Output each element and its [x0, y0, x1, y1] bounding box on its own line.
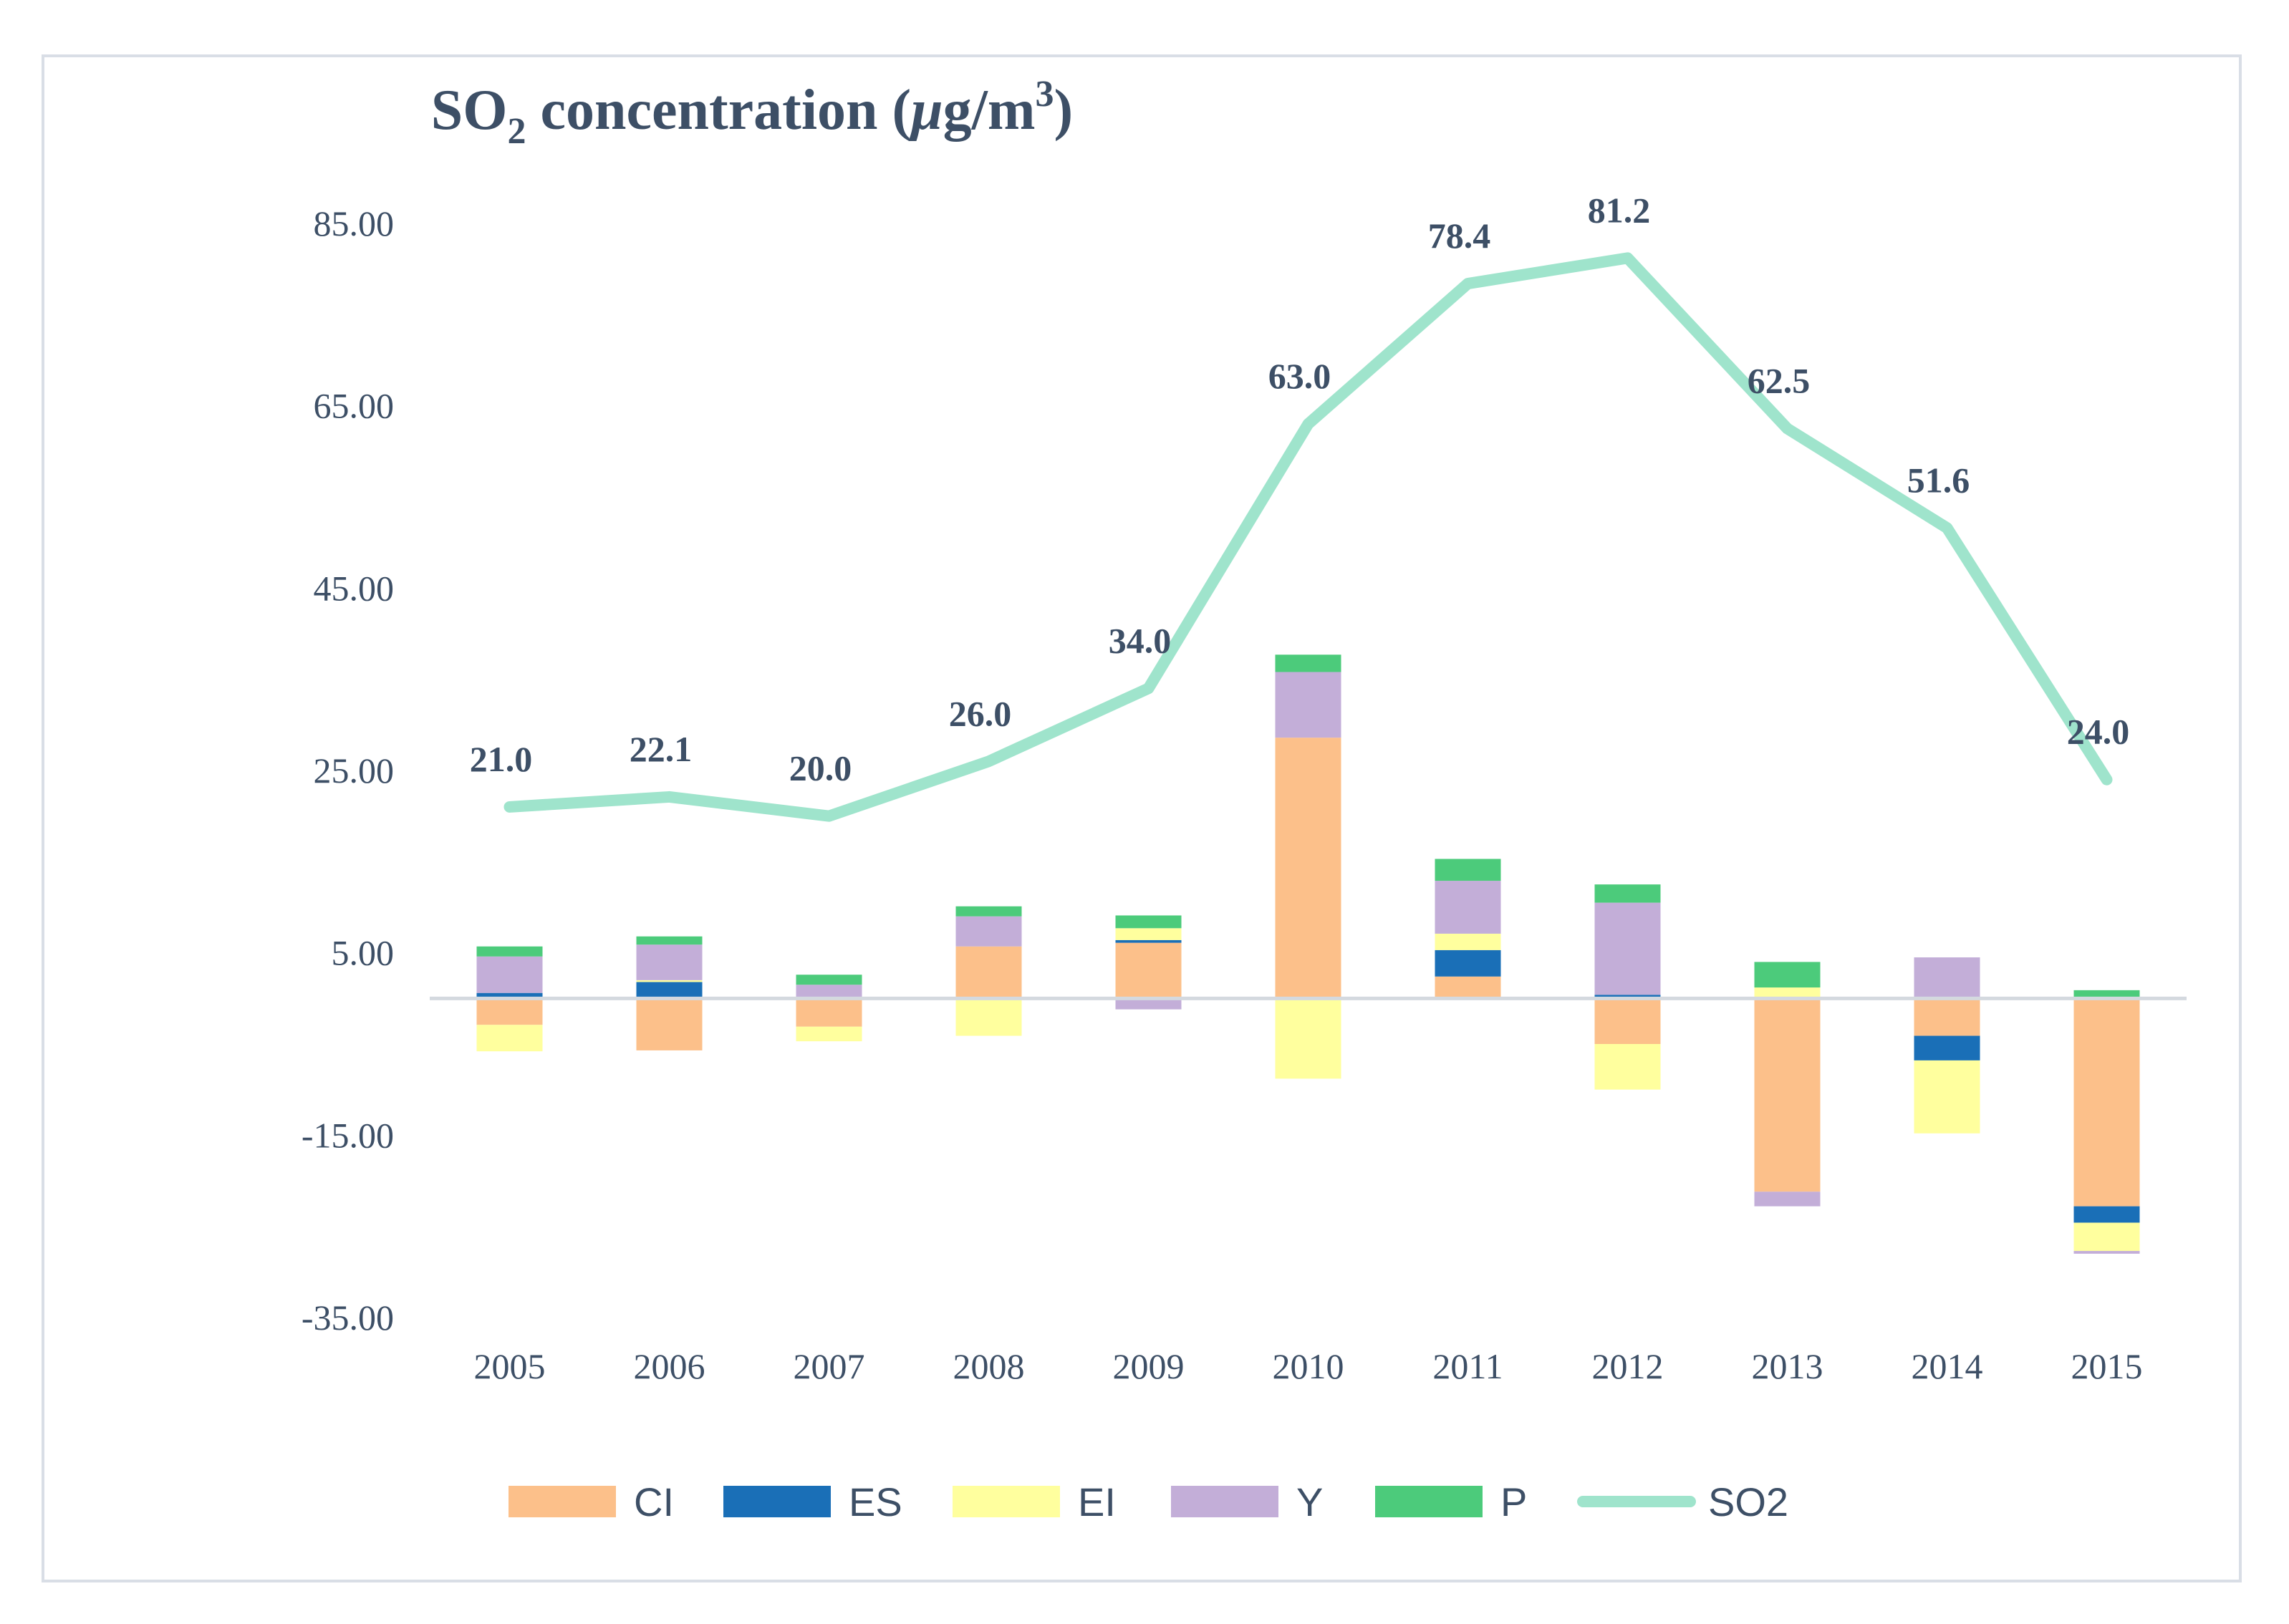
so2-label-2012: 81.2 — [1588, 190, 1651, 230]
y-tick-label: 45.00 — [314, 568, 395, 608]
legend: CI ES EI Y P SO2 — [509, 1479, 1788, 1524]
x-tick-label: 2009 — [1113, 1346, 1185, 1386]
bar-ci-2010 — [1275, 738, 1341, 999]
legend-label-ei: EI — [1078, 1479, 1116, 1524]
chart-title: SO2 concentration (μg/m3) — [431, 74, 1073, 152]
bar-ei-2009 — [1115, 928, 1182, 940]
bar-ei-2012 — [1594, 1044, 1661, 1090]
x-axis-ticks: 2005 2006 2007 2008 2009 2010 2011 2012 2013 2014… — [474, 1346, 2143, 1386]
x-tick-label: 2006 — [634, 1346, 705, 1386]
legend-swatch-y — [1171, 1486, 1278, 1517]
bar-y-2005 — [476, 956, 543, 993]
so2-label-2005: 21.0 — [470, 739, 533, 779]
x-tick-label: 2011 — [1432, 1346, 1503, 1386]
bar-ci-2012 — [1594, 998, 1661, 1044]
bar-ei-2013 — [1754, 987, 1821, 999]
bar-es-2005 — [476, 992, 543, 999]
bar-p-2009 — [1115, 915, 1182, 929]
so2-label-2010: 63.0 — [1268, 356, 1331, 396]
so2-label-2008: 26.0 — [949, 693, 1012, 733]
bar-ei-2008 — [955, 998, 1022, 1036]
bar-ci-2013 — [1754, 998, 1821, 1192]
bar-y-2009 — [1115, 998, 1182, 1010]
x-tick-label: 2010 — [1273, 1346, 1344, 1386]
stacked-bars — [476, 654, 2140, 1254]
so2-label-2015: 24.0 — [2067, 712, 2130, 752]
bar-ei-2010 — [1275, 998, 1341, 1079]
bar-ei-2005 — [476, 1025, 543, 1052]
bar-es-2015 — [2073, 1206, 2140, 1223]
bar-ci-2011 — [1435, 976, 1501, 999]
legend-swatch-ei — [953, 1486, 1060, 1517]
x-tick-label: 2015 — [2071, 1346, 2143, 1386]
x-tick-label: 2014 — [1912, 1346, 1983, 1386]
x-tick-label: 2007 — [794, 1346, 865, 1386]
x-tick-label: 2008 — [953, 1346, 1025, 1386]
bar-ci-2008 — [955, 946, 1022, 999]
bar-es-2014 — [1914, 1035, 1980, 1060]
legend-label-p: P — [1500, 1479, 1527, 1524]
bar-es-2011 — [1435, 949, 1501, 977]
bar-y-2015 — [2073, 1251, 2140, 1254]
bar-y-2007 — [796, 985, 862, 999]
bar-p-2012 — [1594, 884, 1661, 903]
y-tick-label: -15.00 — [302, 1115, 394, 1155]
y-tick-label: 85.00 — [314, 203, 395, 243]
bar-ei-2014 — [1914, 1060, 1980, 1134]
bar-y-2008 — [955, 916, 1022, 947]
bar-ci-2006 — [636, 998, 703, 1050]
y-tick-label: 65.00 — [314, 386, 395, 426]
y-axis-ticks: 85.00 65.00 45.00 25.00 5.00 -15.00 -35.00 — [302, 203, 394, 1338]
bar-es-2009 — [1115, 939, 1182, 943]
so2-label-2013: 62.5 — [1748, 361, 1811, 401]
bar-y-2013 — [1754, 1192, 1821, 1207]
bar-p-2008 — [955, 906, 1022, 917]
y-tick-label: 25.00 — [314, 750, 395, 791]
bar-ci-2005 — [476, 998, 543, 1025]
bar-y-2011 — [1435, 881, 1501, 934]
bar-ei-2015 — [2073, 1222, 2140, 1252]
x-tick-label: 2013 — [1752, 1346, 1823, 1386]
bar-es-2006 — [636, 982, 703, 999]
so2-label-2007: 20.0 — [789, 748, 852, 788]
legend-label-y: Y — [1296, 1479, 1323, 1524]
x-tick-label: 2005 — [474, 1346, 546, 1386]
bar-y-2014 — [1914, 957, 1980, 999]
legend-label-es: ES — [849, 1479, 902, 1524]
bar-p-2015 — [2073, 990, 2140, 999]
y-tick-label: -35.00 — [302, 1297, 394, 1338]
so2-line — [503, 252, 2113, 822]
legend-swatch-es — [723, 1486, 831, 1517]
bar-ci-2015 — [2073, 998, 2140, 1207]
bar-p-2005 — [476, 946, 543, 957]
bar-p-2011 — [1435, 859, 1501, 881]
bar-y-2010 — [1275, 672, 1341, 738]
bar-p-2013 — [1754, 962, 1821, 988]
chart-frame — [42, 54, 2242, 1582]
bar-p-2006 — [636, 936, 703, 945]
so2-label-2006: 22.1 — [630, 729, 693, 769]
so2-label-2014: 51.6 — [1907, 460, 1970, 500]
bar-y-2012 — [1594, 902, 1661, 995]
bar-ei-2006 — [636, 980, 703, 982]
bar-ci-2007 — [796, 998, 862, 1027]
x-tick-label: 2012 — [1592, 1346, 1664, 1386]
legend-swatch-ci — [509, 1486, 616, 1517]
so2-label-2009: 34.0 — [1109, 620, 1172, 660]
y-tick-label: 5.00 — [332, 933, 395, 973]
bar-p-2007 — [796, 975, 862, 985]
bar-y-2006 — [636, 944, 703, 980]
bar-ei-2007 — [796, 1026, 862, 1042]
legend-label-so2: SO2 — [1708, 1479, 1788, 1524]
bar-p-2010 — [1275, 654, 1341, 672]
so2-label-2011: 78.4 — [1428, 216, 1491, 256]
bar-ci-2009 — [1115, 942, 1182, 999]
bar-ci-2014 — [1914, 998, 1980, 1036]
bar-ei-2011 — [1435, 933, 1501, 950]
so2-data-labels: 21.0 22.1 20.0 26.0 34.0 63.0 78.4 81.2 62.5 51.6… — [470, 190, 2130, 788]
legend-swatch-p — [1375, 1486, 1483, 1517]
legend-label-ci: CI — [634, 1479, 674, 1524]
bar-es-2012 — [1594, 995, 1661, 999]
